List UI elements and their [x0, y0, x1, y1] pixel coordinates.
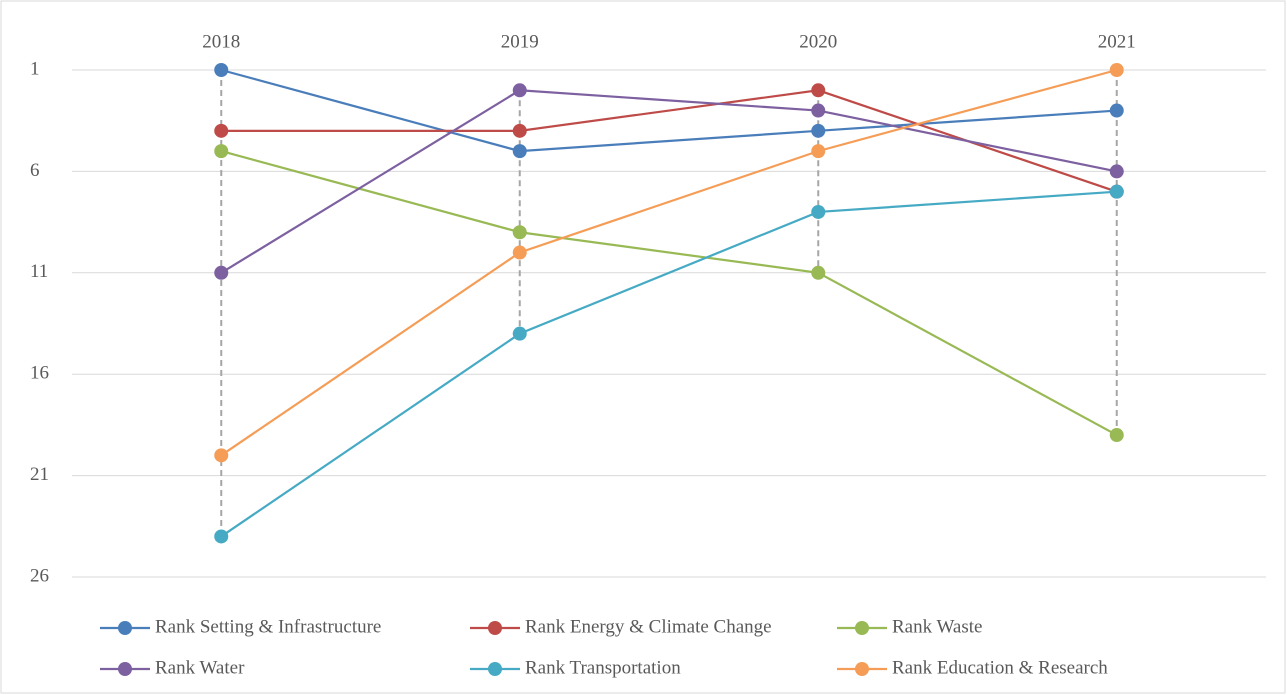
y-tick-label: 6: [30, 160, 40, 181]
data-point: [512, 326, 527, 341]
data-point: [512, 144, 527, 159]
x-tick-label: 2021: [1098, 31, 1136, 52]
data-point: [1109, 103, 1124, 118]
legend-marker: [118, 662, 132, 676]
data-point: [214, 123, 229, 138]
data-point: [1109, 63, 1124, 77]
data-point: [1109, 164, 1124, 179]
data-point: [214, 448, 229, 463]
series-line: [220, 150, 1118, 437]
data-point: [214, 529, 229, 544]
y-tick-label: 21: [30, 464, 49, 485]
data-point: [1109, 428, 1124, 443]
series-line: [220, 68, 1118, 457]
data-point: [811, 103, 826, 118]
data-point: [811, 144, 826, 159]
legend-label: Rank Waste: [892, 616, 982, 637]
legend-label: Rank Transportation: [525, 657, 681, 678]
legend-marker: [488, 662, 502, 676]
legend-label: Rank Energy & Climate Change: [525, 616, 772, 637]
legend-marker: [855, 621, 869, 635]
data-point: [512, 83, 527, 98]
legend-marker: [488, 621, 502, 635]
data-point: [512, 123, 527, 138]
x-tick-label: 2020: [799, 31, 837, 52]
y-tick-label: 16: [30, 363, 49, 384]
x-tick-label: 2019: [501, 31, 539, 52]
data-point: [512, 245, 527, 260]
y-tick-label: 11: [30, 261, 48, 282]
data-point: [811, 265, 826, 280]
y-tick-label: 26: [30, 565, 49, 586]
data-point: [214, 265, 229, 280]
data-point: [811, 204, 826, 219]
data-point: [512, 225, 527, 240]
series-line: [220, 68, 1117, 153]
y-tick-label: 1: [30, 58, 40, 79]
legend-label: Rank Setting & Infrastructure: [155, 616, 381, 637]
legend-label: Rank Education & Research: [892, 657, 1108, 678]
data-point: [214, 63, 229, 77]
series-line: [220, 190, 1117, 538]
legend-marker: [118, 621, 132, 635]
legend-marker: [855, 662, 869, 676]
data-point: [811, 83, 826, 98]
legend-label: Rank Water: [155, 657, 245, 678]
series-line: [220, 89, 1117, 274]
data-point: [214, 144, 229, 159]
data-point: [1109, 184, 1124, 199]
data-point: [811, 123, 826, 138]
x-tick-label: 2018: [202, 31, 240, 52]
